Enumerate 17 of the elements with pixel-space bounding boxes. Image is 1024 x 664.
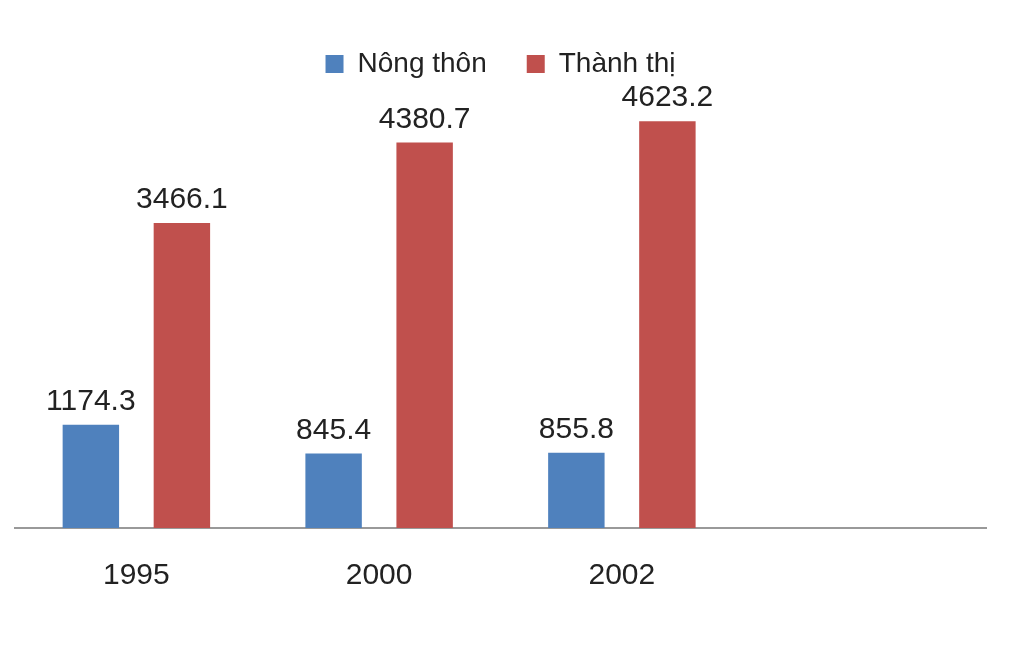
legend-label: Thành thị	[558, 46, 676, 78]
data-label: 4623.2	[621, 79, 714, 113]
legend-label: Nông thôn	[357, 46, 487, 78]
bar	[396, 142, 453, 528]
bar	[305, 453, 362, 528]
x-tick-label: 2002	[588, 557, 656, 591]
bar	[548, 452, 605, 528]
data-label: 1174.3	[46, 382, 136, 416]
bar	[639, 121, 696, 528]
x-tick-label: 2000	[345, 557, 413, 591]
bar	[62, 424, 120, 528]
data-label: 3466.1	[136, 181, 228, 215]
x-tick-label: 1995	[103, 557, 170, 591]
data-label: 855.8	[538, 410, 614, 444]
data-label: 4380.7	[378, 100, 471, 134]
data-label: 845.4	[296, 411, 372, 445]
bar	[153, 222, 211, 528]
